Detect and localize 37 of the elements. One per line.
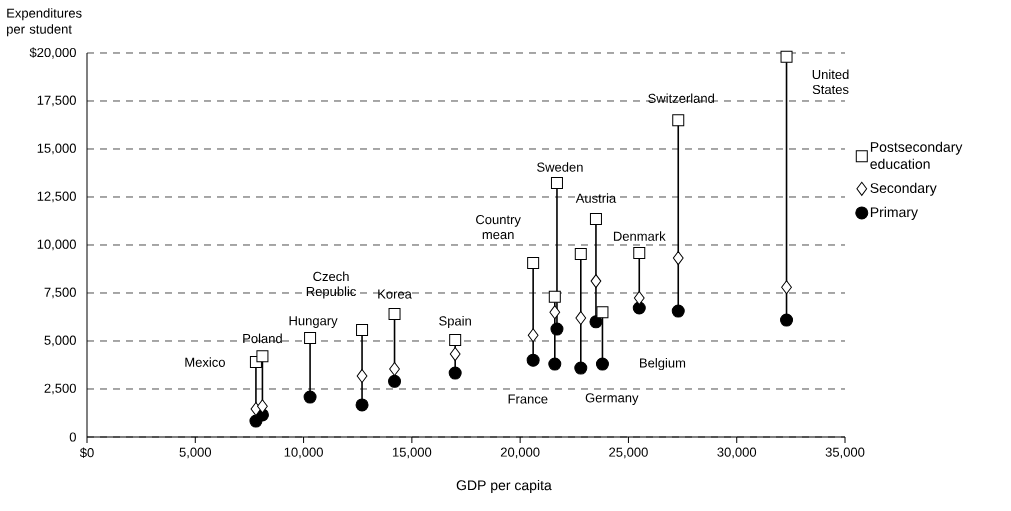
annotation: Switzerland: [648, 93, 714, 103]
x-tick-label: 15,000: [392, 447, 432, 459]
annotation: Germany: [585, 393, 639, 405]
y-tick-label: 10,000: [37, 239, 76, 251]
x-tick-label: 10,000: [284, 447, 323, 459]
legend-label: Postsecondary education: [870, 141, 963, 169]
annotation: France: [508, 394, 548, 404]
x-tick-label: 5,000: [179, 447, 212, 459]
annotation: Korea: [378, 289, 412, 299]
x-tick-label: 30,000: [717, 447, 757, 459]
annotation: Hungary: [289, 316, 338, 328]
annotation: Mexico: [185, 357, 225, 367]
x-tick-label: $0: [79, 447, 94, 459]
y-tick-label: 2,500: [44, 383, 76, 395]
y-tick-label: 12,500: [37, 191, 76, 203]
annotation: Sweden: [537, 162, 583, 172]
annotation: United States: [812, 69, 849, 95]
annotation: Spain: [439, 315, 471, 329]
legend-label: Secondary: [870, 182, 937, 196]
x-tick-label: 20,000: [500, 447, 540, 459]
annotation: Austria: [575, 193, 617, 203]
annotation: Country mean: [476, 214, 521, 240]
legend-label: Primary: [870, 206, 918, 220]
y-tick-label: 0: [69, 432, 76, 442]
y-tick-label: $20,000: [29, 47, 76, 59]
y-tick-label: 5,000: [44, 335, 76, 347]
y-tick-label: 17,500: [37, 95, 76, 107]
annotation: Denmark: [613, 231, 666, 241]
x-tick-label: 35,000: [825, 447, 865, 459]
x-axis-title: GDP per capita: [456, 479, 552, 493]
y-tick-label: 7,500: [44, 287, 76, 299]
y-axis-title: Expenditures per student: [7, 8, 82, 37]
x-tick-label: 25,000: [609, 447, 648, 459]
annotation: Belgium: [640, 357, 686, 371]
annotation: Czech Republic: [306, 271, 356, 299]
y-tick-label: 15,000: [37, 143, 76, 155]
annotation: Poland: [243, 333, 282, 344]
